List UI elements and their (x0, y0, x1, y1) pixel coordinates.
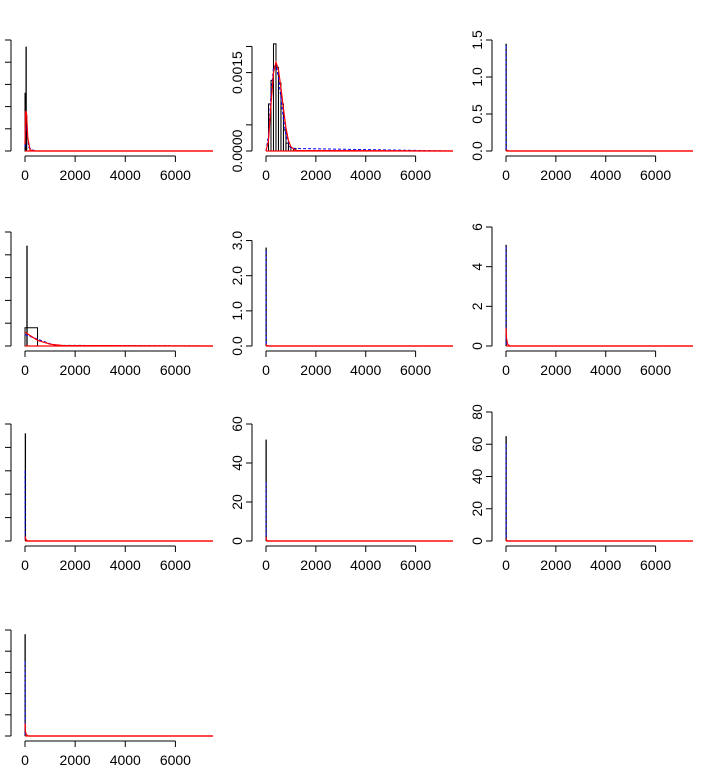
y-tick-label: 60 (469, 436, 485, 452)
y-tick-label: 40 (469, 469, 485, 485)
x-tick-label: 2000 (300, 167, 331, 183)
x-tick-label: 6000 (400, 167, 431, 183)
y-tick-label: 0.0015 (229, 51, 245, 94)
x-tick-label: 2000 (60, 557, 91, 573)
x-tick-label: 2000 (60, 752, 91, 768)
y-tick-label: 0.5 (469, 104, 485, 124)
x-tick-label: 4000 (350, 362, 381, 378)
y-tick-label: 1.0 (229, 301, 245, 321)
x-tick-label: 6000 (640, 557, 671, 573)
y-tick-label: 60 (229, 416, 245, 432)
x-tick-label: 6000 (640, 167, 671, 183)
y-tick-label: 0 (469, 342, 485, 350)
x-tick-label: 6000 (400, 557, 431, 573)
x-tick-label: 2000 (540, 167, 571, 183)
density-curve-alt (24, 124, 213, 152)
x-tick-label: 4000 (350, 557, 381, 573)
x-tick-label: 0 (502, 557, 510, 573)
x-tick-label: 6000 (160, 167, 191, 183)
density-curve-alt (265, 482, 453, 542)
y-tick-label: 3.0 (229, 231, 245, 251)
y-tick-label: 6 (469, 223, 485, 231)
y-tick-label: 0 (229, 537, 245, 545)
density-curve-alt (505, 246, 693, 347)
x-tick-label: 4000 (110, 362, 141, 378)
density-curve-alt (24, 470, 213, 542)
x-tick-label: 2000 (540, 362, 571, 378)
density-curve-fit (505, 328, 693, 347)
density-curve-fit (24, 536, 213, 542)
density-curve-alt (265, 251, 453, 347)
density-curve-fit (265, 59, 454, 152)
x-tick-label: 0 (262, 362, 270, 378)
y-tick-label: 0.0 (229, 336, 245, 356)
x-tick-label: 4000 (350, 167, 381, 183)
x-tick-label: 6000 (400, 362, 431, 378)
y-tick-label: 40 (229, 455, 245, 471)
y-tick-label: 20 (229, 494, 245, 510)
density-curve-alt (24, 661, 213, 737)
density-curve-fit (24, 331, 214, 347)
panel-2: 0 2000 4000 6000 0.0000 0.0015 (229, 43, 454, 183)
y-tick-label: 1.0 (469, 67, 485, 87)
density-curve-alt (265, 63, 454, 152)
panel-5: 0 2000 4000 6000 0.0 1.0 2.0 3.0 (229, 231, 453, 378)
y-tick-label: 0.0000 (229, 129, 245, 172)
x-tick-label: 0 (21, 167, 29, 183)
x-tick-label: 0 (21, 752, 29, 768)
y-tick-label: 2.0 (229, 266, 245, 286)
y-tick-label: 1.5 (469, 30, 485, 50)
x-tick-label: 2000 (60, 167, 91, 183)
density-curve-fit (24, 723, 213, 737)
x-tick-label: 4000 (110, 167, 141, 183)
y-tick-label: 0.0 (469, 141, 485, 161)
x-tick-label: 6000 (160, 557, 191, 573)
y-tick-label: 20 (469, 501, 485, 517)
y-tick-label: 4 (469, 263, 485, 271)
x-tick-label: 6000 (640, 362, 671, 378)
x-tick-label: 0 (502, 362, 510, 378)
x-tick-label: 4000 (590, 362, 621, 378)
x-tick-label: 2000 (60, 362, 91, 378)
x-tick-label: 0 (21, 362, 29, 378)
x-tick-label: 2000 (540, 557, 571, 573)
x-tick-label: 4000 (590, 167, 621, 183)
panel-4: 0 2000 4000 6000 (5, 231, 214, 378)
panel-8: 0 2000 4000 6000 0 20 40 60 (229, 416, 453, 573)
x-tick-label: 0 (502, 167, 510, 183)
x-tick-label: 4000 (590, 557, 621, 573)
panel-9: 0 2000 4000 6000 0 20 40 60 80 (469, 404, 693, 573)
y-tick-label: 0 (469, 537, 485, 545)
panel-10: 0 2000 4000 6000 (5, 629, 213, 768)
density-curve-alt (505, 444, 693, 542)
x-tick-label: 4000 (110, 557, 141, 573)
y-tick-label: 80 (469, 404, 485, 420)
panel-7: 0 2000 4000 6000 (5, 423, 213, 573)
x-tick-label: 2000 (300, 557, 331, 573)
panel-6: 0 2000 4000 6000 0 2 4 6 (469, 223, 693, 378)
x-tick-label: 0 (21, 557, 29, 573)
x-tick-label: 6000 (160, 752, 191, 768)
x-tick-label: 2000 (300, 362, 331, 378)
panel-1: 0 2000 4000 6000 (5, 39, 213, 183)
x-tick-label: 4000 (110, 752, 141, 768)
density-curve-alt (505, 45, 693, 152)
x-tick-label: 0 (262, 167, 270, 183)
x-tick-label: 0 (262, 557, 270, 573)
panel-3: 0 2000 4000 6000 0.0 0.5 1.0 1.5 (469, 30, 693, 183)
density-curve-fit (24, 110, 213, 152)
y-tick-label: 2 (469, 302, 485, 310)
x-tick-label: 6000 (160, 362, 191, 378)
